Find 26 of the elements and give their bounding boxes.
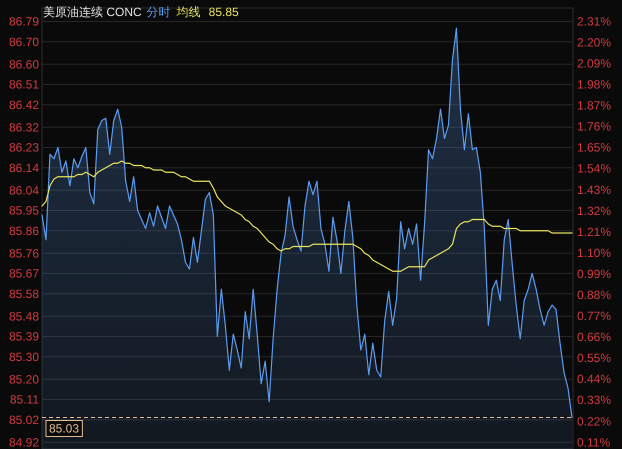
text: 1.10% — [577, 246, 612, 260]
text: 0.88% — [577, 288, 612, 302]
text: 0.33% — [577, 393, 612, 408]
ref-line-label: 85.03 — [49, 422, 80, 436]
text: 1.87% — [577, 98, 612, 113]
text: 1.21% — [577, 224, 612, 239]
annotations: 85.85 — [208, 5, 239, 19]
text: 1.65% — [577, 140, 612, 155]
legend: 分时 均线 — [146, 5, 201, 19]
text: 1.76% — [577, 120, 612, 134]
text: 1.32% — [577, 204, 612, 218]
text: 0.11% — [577, 435, 610, 449]
text: 0.99% — [577, 266, 612, 281]
text: 0.22% — [577, 414, 612, 428]
text: 0.66% — [577, 330, 612, 344]
text: 0.55% — [577, 351, 612, 366]
text: 1.54% — [577, 162, 612, 176]
text: 2.09% — [577, 56, 612, 70]
text: 0.44% — [577, 372, 612, 386]
text: 2.20% — [577, 35, 612, 50]
text: 2.31% — [577, 14, 612, 28]
text: 1.43% — [577, 182, 612, 197]
axis-y: 84.92 85.02 85.11 85.20 85.30 85.39 85.48 85.58 85.67 85.76 85.86 85.95 86.04 86.14 86.23 86.32 86.42 86.51 86.60 86.70 86.79 — [8, 14, 39, 449]
text: 1.98% — [577, 78, 612, 92]
text: 0.77% — [577, 309, 612, 324]
title: 美原油连续 CONC — [43, 5, 142, 19]
